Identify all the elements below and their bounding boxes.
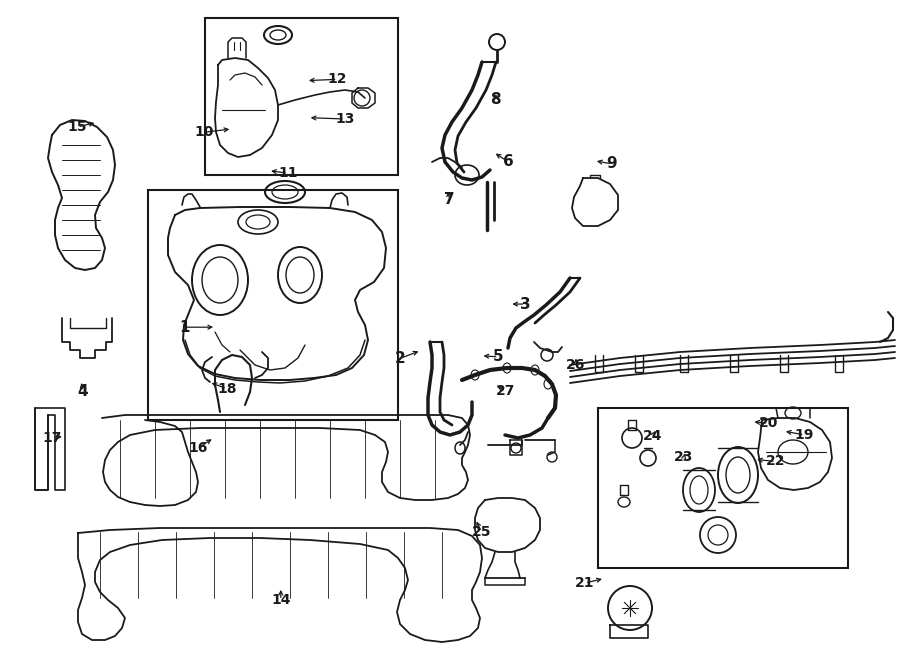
Text: 15: 15 [68, 120, 87, 134]
Text: 2: 2 [395, 351, 406, 366]
Text: 17: 17 [42, 430, 62, 445]
Text: 7: 7 [444, 192, 454, 207]
Text: 10: 10 [194, 125, 214, 139]
Text: 23: 23 [674, 450, 694, 465]
Text: 5: 5 [493, 350, 504, 364]
Text: 22: 22 [766, 454, 786, 469]
Text: 3: 3 [520, 297, 531, 311]
Text: 18: 18 [217, 381, 237, 396]
Text: 27: 27 [496, 384, 516, 399]
Bar [598, 408, 848, 568]
Text: 13: 13 [335, 112, 355, 126]
Text: 6: 6 [503, 155, 514, 169]
Text: 1: 1 [179, 320, 190, 334]
Text: 14: 14 [271, 593, 291, 607]
Text: 12: 12 [328, 72, 347, 87]
Text: 24: 24 [643, 429, 662, 444]
Text: 9: 9 [607, 157, 617, 171]
Text: 21: 21 [575, 576, 595, 590]
Text: 11: 11 [278, 166, 298, 180]
Text: 4: 4 [77, 384, 88, 399]
Bar [148, 190, 398, 420]
Text: 16: 16 [188, 441, 208, 455]
Text: 25: 25 [472, 525, 491, 539]
Text: 8: 8 [491, 92, 501, 106]
Text: 26: 26 [566, 358, 586, 372]
Text: 20: 20 [759, 416, 778, 430]
Text: 19: 19 [795, 428, 815, 442]
Bar [205, 18, 398, 175]
